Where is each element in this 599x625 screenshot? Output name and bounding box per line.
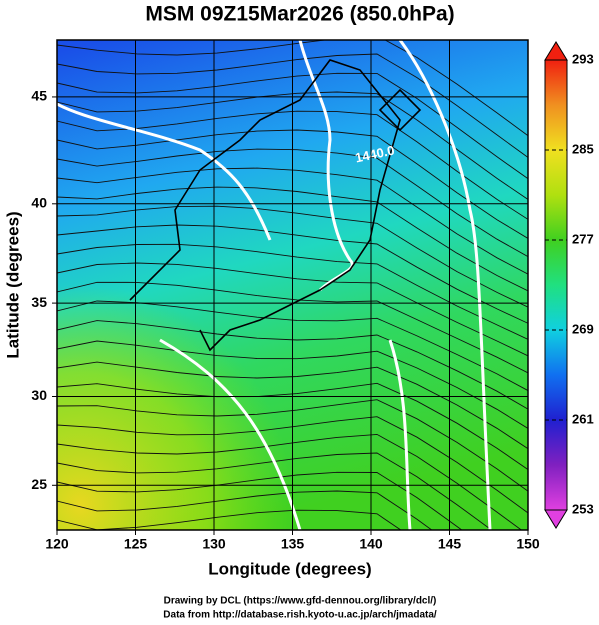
y-tick-label: 35 [31, 294, 47, 310]
title: MSM 09Z15Mar2026 (850.0hPa) [145, 3, 454, 26]
streamline [57, 490, 433, 530]
streamline [57, 53, 528, 159]
streamline [57, 148, 528, 258]
colorbar-extend-bottom [544, 509, 568, 529]
streamline [57, 399, 528, 492]
streamline [57, 509, 402, 530]
colorbar-tick-label: 253 [572, 501, 594, 516]
streamline [57, 40, 528, 137]
y-tick-label: 40 [31, 195, 47, 211]
y-tick-label: 30 [31, 387, 47, 403]
streamline [57, 186, 528, 292]
plot-area: 1440.0 [57, 40, 528, 530]
x-tick-label: 125 [124, 536, 148, 552]
streamline [57, 72, 528, 180]
streamline [57, 416, 528, 514]
x-tick-label: 130 [202, 536, 226, 552]
streamline [57, 224, 528, 324]
streamline [57, 110, 528, 220]
streamline [57, 281, 528, 374]
colorbar-tick-label: 285 [572, 141, 594, 156]
colorbar-extend-top [544, 41, 568, 61]
streamline [57, 471, 463, 530]
colorbar-tick-label: 269 [572, 321, 594, 336]
y-tick-label: 25 [31, 476, 47, 492]
y-tick-label: 45 [31, 88, 47, 104]
streamline [57, 361, 528, 450]
x-tick-label: 150 [516, 536, 540, 552]
colorbar-tick-label: 277 [572, 231, 594, 246]
x-axis-label: Longitude (degrees) [208, 559, 371, 578]
x-tick-label: 135 [281, 536, 305, 552]
streamline [57, 167, 528, 275]
x-tick-label: 145 [438, 536, 462, 552]
contour-line [57, 40, 492, 530]
streamline [57, 243, 528, 340]
credit: Data from http://database.rish.kyoto-u.a… [163, 610, 437, 621]
colorbar [544, 59, 568, 511]
streamline [57, 91, 528, 201]
colorbar-tick-label: 261 [572, 411, 594, 426]
x-tick-label: 140 [359, 536, 383, 552]
streamline [57, 320, 528, 410]
streamline [57, 129, 528, 239]
streamline [57, 262, 528, 357]
y-axis-label: Latitude (degrees) [3, 211, 22, 358]
streamline [57, 340, 528, 429]
colorbar-tick-label: 293 [572, 51, 594, 66]
streamline [57, 382, 528, 471]
streamlines [57, 40, 528, 530]
streamline [57, 433, 523, 530]
streamline [57, 452, 493, 530]
credit: Drawing by DCL (https://www.gfd-dennou.o… [164, 596, 437, 607]
streamline [57, 205, 528, 308]
x-tick-label: 120 [45, 536, 69, 552]
